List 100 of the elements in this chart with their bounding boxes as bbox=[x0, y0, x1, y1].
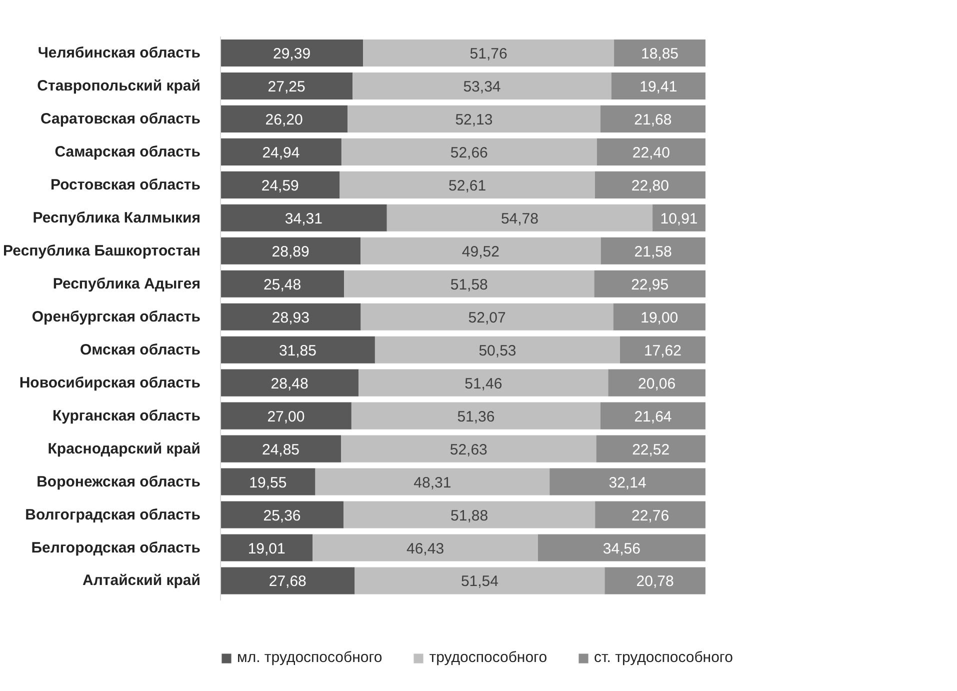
bar bbox=[374, 336, 620, 364]
data-label: 20,06 bbox=[638, 375, 676, 392]
y-tick-label: Белгородская область bbox=[31, 539, 201, 556]
y-tick-label: Республика Адыгея bbox=[52, 275, 200, 292]
y-tick-label: Алтайский край bbox=[82, 572, 201, 590]
bar bbox=[312, 534, 538, 562]
bar bbox=[220, 468, 316, 496]
data-label: 53,34 bbox=[463, 78, 501, 96]
data-label: 25,48 bbox=[264, 276, 302, 294]
bar bbox=[594, 171, 706, 198]
data-label: 22,40 bbox=[632, 144, 670, 162]
data-label: 24,85 bbox=[262, 441, 300, 458]
bar bbox=[220, 435, 342, 462]
data-label: 51,46 bbox=[464, 375, 502, 392]
data-label: 18,85 bbox=[640, 45, 679, 62]
bar bbox=[220, 72, 353, 100]
data-label: 28,48 bbox=[270, 375, 308, 392]
data-label: 51,58 bbox=[450, 276, 488, 294]
data-label: 46,43 bbox=[406, 540, 444, 558]
bar bbox=[360, 237, 601, 264]
legend-label: трудоспособного bbox=[429, 649, 548, 666]
bar bbox=[220, 270, 344, 298]
data-label: 17,62 bbox=[644, 342, 682, 360]
bar bbox=[348, 105, 600, 132]
data-label: 22,80 bbox=[631, 177, 669, 194]
data-label: 19,55 bbox=[249, 474, 287, 492]
data-label: 54,78 bbox=[500, 210, 538, 228]
y-tick-label: Курганская область bbox=[52, 407, 201, 424]
bar bbox=[358, 369, 608, 396]
bar bbox=[341, 435, 596, 462]
bar bbox=[220, 171, 340, 198]
bar bbox=[220, 303, 361, 330]
bar bbox=[386, 204, 653, 232]
bar bbox=[360, 303, 614, 330]
data-label: 52,61 bbox=[448, 177, 486, 194]
bar bbox=[220, 567, 355, 594]
bar bbox=[220, 501, 344, 528]
data-label: 52,13 bbox=[455, 111, 493, 128]
bar bbox=[344, 270, 594, 298]
y-tick-label: Омская область bbox=[80, 341, 201, 358]
bar bbox=[220, 138, 342, 166]
data-label: 51,36 bbox=[457, 408, 495, 426]
data-label: 10,91 bbox=[660, 210, 698, 228]
bar bbox=[220, 237, 361, 264]
y-tick-label: Саратовская область bbox=[40, 110, 200, 128]
bar bbox=[363, 39, 614, 67]
data-label: 29,39 bbox=[272, 45, 311, 62]
bar bbox=[220, 336, 375, 364]
data-label: 52,63 bbox=[450, 441, 488, 458]
y-tick-label: Ставропольский край bbox=[37, 77, 200, 94]
data-label: 51,54 bbox=[460, 573, 498, 590]
data-label: 24,94 bbox=[262, 144, 300, 162]
legend-label: мл. трудоспособного bbox=[237, 649, 382, 666]
y-tick-label: Оренбургская область bbox=[32, 308, 201, 326]
bar bbox=[220, 105, 348, 132]
bar bbox=[340, 171, 595, 198]
bar bbox=[600, 237, 706, 264]
bar bbox=[596, 435, 706, 462]
data-label: 34,31 bbox=[284, 210, 322, 228]
y-tick-label: Республика Калмыкия bbox=[32, 209, 201, 226]
y-tick-label: Ростовская область bbox=[50, 176, 201, 194]
bar bbox=[613, 303, 706, 330]
data-label: 51,88 bbox=[450, 507, 488, 524]
bar bbox=[614, 39, 706, 67]
data-label: 22,76 bbox=[631, 507, 670, 524]
y-tick-label: Республика Башкортостан bbox=[3, 242, 201, 260]
data-label: 21,68 bbox=[634, 111, 672, 128]
bar bbox=[220, 402, 352, 430]
data-label: 20,78 bbox=[636, 573, 674, 590]
data-label: 22,52 bbox=[632, 441, 670, 458]
data-label: 26,20 bbox=[265, 111, 303, 128]
bar bbox=[220, 39, 364, 67]
data-label: 52,66 bbox=[450, 144, 488, 162]
bar bbox=[352, 72, 612, 100]
bar bbox=[220, 369, 359, 396]
data-label: 27,25 bbox=[268, 78, 306, 96]
bar bbox=[343, 501, 596, 528]
y-tick-label: Воронежская область bbox=[36, 473, 201, 490]
bar bbox=[315, 468, 550, 496]
bar bbox=[550, 468, 706, 496]
y-tick-label: Волгоградская область bbox=[25, 506, 201, 524]
data-label: 19,01 bbox=[248, 540, 286, 558]
bar bbox=[538, 534, 706, 562]
bar bbox=[604, 567, 706, 594]
bar bbox=[596, 138, 706, 166]
data-label: 21,64 bbox=[634, 408, 672, 426]
bar bbox=[620, 336, 706, 364]
data-label: 25,36 bbox=[263, 507, 301, 524]
bar bbox=[595, 501, 706, 528]
bar bbox=[220, 534, 313, 562]
data-label: 50,53 bbox=[478, 342, 516, 360]
data-label: 28,89 bbox=[272, 243, 310, 260]
legend-label: ст. трудоспособного bbox=[594, 649, 733, 666]
data-label: 19,41 bbox=[640, 78, 678, 96]
bar bbox=[220, 204, 387, 232]
bar bbox=[594, 270, 706, 298]
data-label: 27,68 bbox=[268, 573, 306, 590]
data-label: 19,00 bbox=[640, 309, 678, 326]
data-label: 21,58 bbox=[634, 243, 672, 260]
y-tick-label: Новосибирская область bbox=[19, 374, 201, 392]
